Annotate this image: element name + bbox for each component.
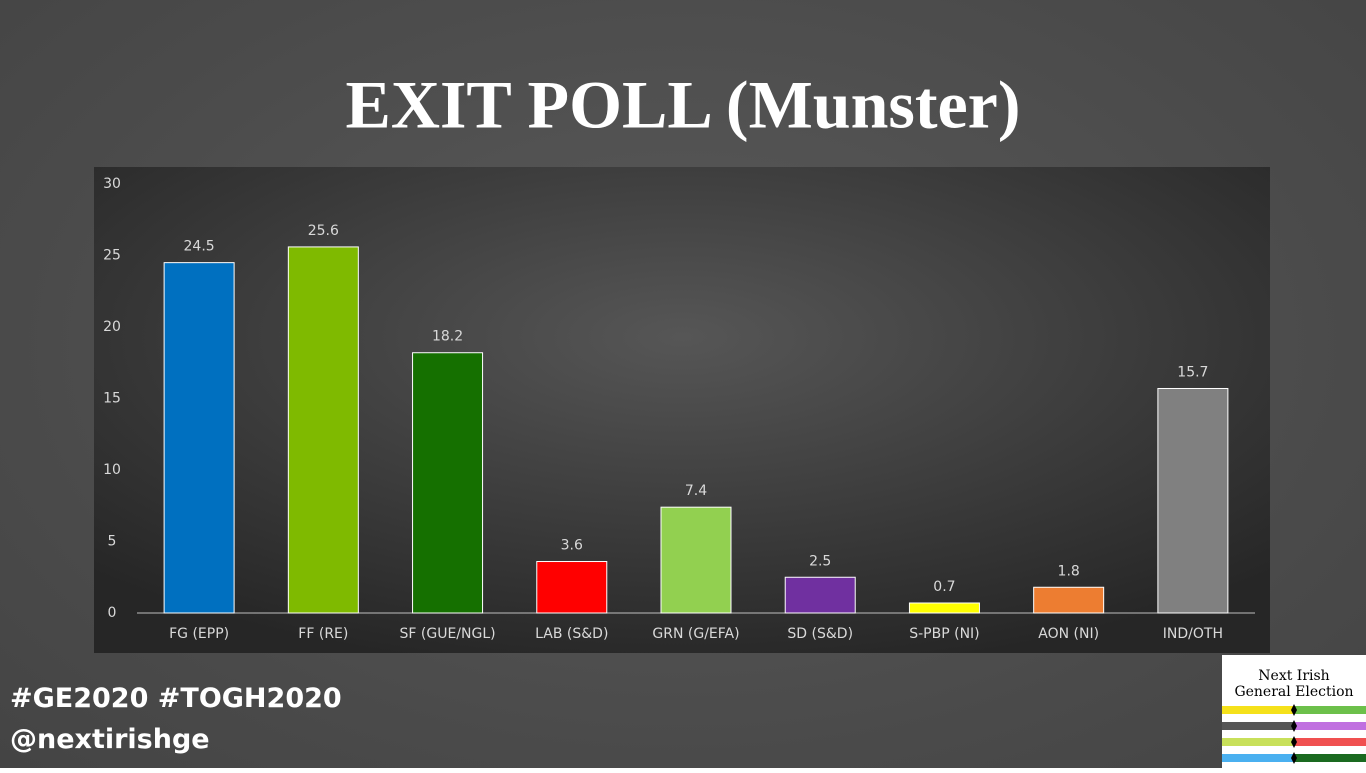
- x-tick-label: SF (GUE/NGL): [400, 626, 496, 642]
- bar: [908, 602, 980, 614]
- logo-stripes: [1222, 704, 1366, 764]
- y-tick-label: 15: [103, 391, 121, 407]
- value-label: 15.7: [1177, 364, 1208, 380]
- bar: [1033, 586, 1105, 614]
- y-tick-label: 10: [103, 462, 121, 478]
- handle: @nextirishge: [10, 724, 210, 755]
- logo: Next Irish General Election: [1222, 655, 1366, 768]
- y-tick-label: 25: [103, 248, 121, 264]
- bar: [163, 262, 235, 614]
- x-tick-label: AON (NI): [1038, 626, 1099, 642]
- x-tick-label: IND/OTH: [1163, 626, 1223, 642]
- bar: [536, 561, 608, 614]
- y-tick-label: 20: [103, 319, 121, 335]
- hashtags: #GE2020 #TOGH2020: [10, 683, 342, 714]
- x-tick-label: SD (S&D): [787, 626, 853, 642]
- value-label: 25.6: [308, 223, 339, 239]
- bar: [1157, 387, 1229, 614]
- y-tick-label: 5: [108, 534, 117, 550]
- chart-title: EXIT POLL (Munster): [345, 67, 1020, 143]
- x-tick-label: FF (RE): [298, 626, 348, 642]
- x-tick-label: S-PBP (NI): [909, 626, 979, 642]
- x-tick-label: GRN (G/EFA): [652, 626, 739, 642]
- value-label: 0.7: [933, 579, 955, 595]
- value-label: 2.5: [809, 553, 831, 569]
- bar: [784, 576, 856, 614]
- value-label: 7.4: [685, 483, 707, 499]
- logo-line: General Election: [1234, 684, 1354, 700]
- bar: [287, 246, 359, 614]
- value-label: 3.6: [561, 538, 583, 554]
- x-tick-label: LAB (S&D): [535, 626, 608, 642]
- logo-line: Next Irish: [1258, 668, 1330, 684]
- y-tick-label: 0: [108, 605, 117, 621]
- value-label: 1.8: [1058, 563, 1080, 579]
- value-label: 24.5: [184, 239, 215, 255]
- chart: EXIT POLL (Munster) 0 5 10 15 20 25 30 FG (EPP)…: [94, 67, 1270, 653]
- x-tick-label: FG (EPP): [169, 626, 229, 642]
- y-tick-label: 30: [103, 176, 121, 192]
- bar: [660, 506, 732, 614]
- value-label: 18.2: [432, 329, 463, 345]
- bar: [412, 352, 484, 614]
